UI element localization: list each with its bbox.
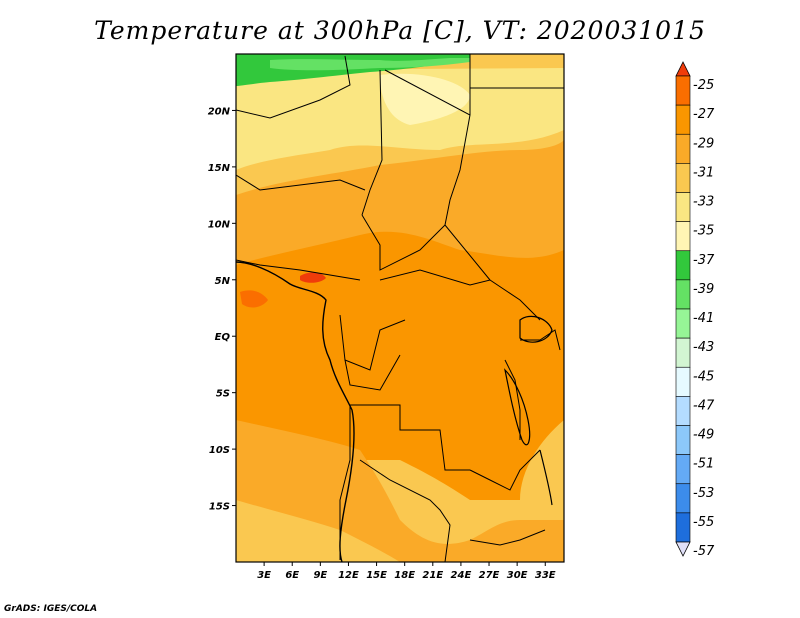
grads-credit: GrADS: IGES/COLA	[4, 604, 98, 614]
temperature-field	[236, 54, 564, 562]
colorbar-swatch	[675, 454, 691, 485]
colorbar-label: -25	[693, 78, 714, 93]
country-borders	[236, 54, 564, 562]
lon-tick-label: 12E	[338, 570, 359, 581]
lon-tick-label: 24E	[451, 570, 472, 581]
colorbar-swatch	[675, 133, 691, 164]
lon-tick-label: 9E	[313, 570, 327, 581]
colorbar-swatch	[675, 279, 691, 310]
colorbar-label: -45	[693, 369, 714, 384]
lat-tick-label: 10N	[208, 219, 231, 230]
colorbar-swatch	[675, 337, 691, 368]
colorbar-label: -51	[693, 457, 714, 472]
colorbar-label: -57	[693, 544, 715, 559]
lat-tick-label: 5S	[216, 389, 230, 400]
colorbar-top-arrow	[675, 61, 691, 77]
colorbar-swatch	[675, 366, 691, 397]
colorbar-swatch	[675, 483, 691, 514]
lon-tick-label: 15E	[366, 570, 387, 581]
map-frame	[235, 53, 565, 563]
lat-tick-label: 5N	[215, 276, 231, 287]
colorbar-swatch	[675, 163, 691, 193]
lake-malawi	[539, 449, 553, 506]
colorbar-swatch	[675, 75, 691, 106]
map-title: Temperature at 300hPa [C], VT: 202003101…	[94, 16, 706, 45]
colorbar-label: -37	[693, 253, 715, 268]
lon-tick-label: 33E	[535, 570, 556, 581]
lon-tick-label: 18E	[394, 570, 415, 581]
lat-tick-label: 10S	[209, 445, 230, 456]
lake-victoria	[519, 315, 553, 343]
colorbar-swatch	[675, 512, 691, 543]
lat-tick-label: 15N	[208, 163, 231, 174]
lon-tick-label: 30E	[507, 570, 528, 581]
colorbar-label: -49	[693, 428, 714, 443]
colorbar-label: -47	[693, 398, 715, 413]
colorbar-swatch	[675, 396, 691, 426]
colorbar-label: -55	[693, 515, 714, 530]
colorbar-swatch	[675, 308, 691, 339]
colorbar-bottom-arrow	[675, 541, 691, 557]
lon-tick-label: 6E	[285, 570, 299, 581]
lon-tick-label: 27E	[479, 570, 500, 581]
colorbar-swatch	[675, 192, 691, 222]
colorbar: -25 -27 -29 -31 -33 -35 -37 -39 -41 -43 -45 -47 -49 -…	[675, 61, 715, 559]
colorbar-swatch	[675, 250, 691, 281]
colorbar-label: -31	[693, 165, 714, 180]
coastline	[236, 261, 355, 562]
colorbar-swatch	[675, 221, 691, 252]
colorbar-label: -33	[693, 195, 714, 210]
lon-tick-label: 3E	[257, 570, 271, 581]
colorbar-label: -41	[693, 311, 714, 326]
colorbar-label: -29	[693, 136, 714, 151]
colorbar-label: -27	[693, 107, 715, 122]
colorbar-swatch	[675, 425, 691, 455]
lat-tick-label: 15S	[209, 502, 230, 513]
lon-tick-label: 21E	[422, 570, 443, 581]
lat-tick-label: 20N	[208, 106, 231, 117]
longitude-axis: 3E 6E 9E 12E 15E 18E 21E 24E 27E 30E 33E	[257, 562, 556, 581]
lat-tick-label: EQ	[215, 332, 231, 343]
colorbar-swatch	[675, 104, 691, 135]
lake-tanganyika	[504, 368, 531, 446]
colorbar-label: -43	[693, 340, 714, 355]
colorbar-label: -39	[693, 282, 714, 297]
latitude-axis: 20N 15N 10N 5N EQ 5S 10S 15S	[208, 106, 236, 513]
colorbar-label: -35	[693, 224, 714, 239]
colorbar-label: -53	[693, 486, 714, 501]
